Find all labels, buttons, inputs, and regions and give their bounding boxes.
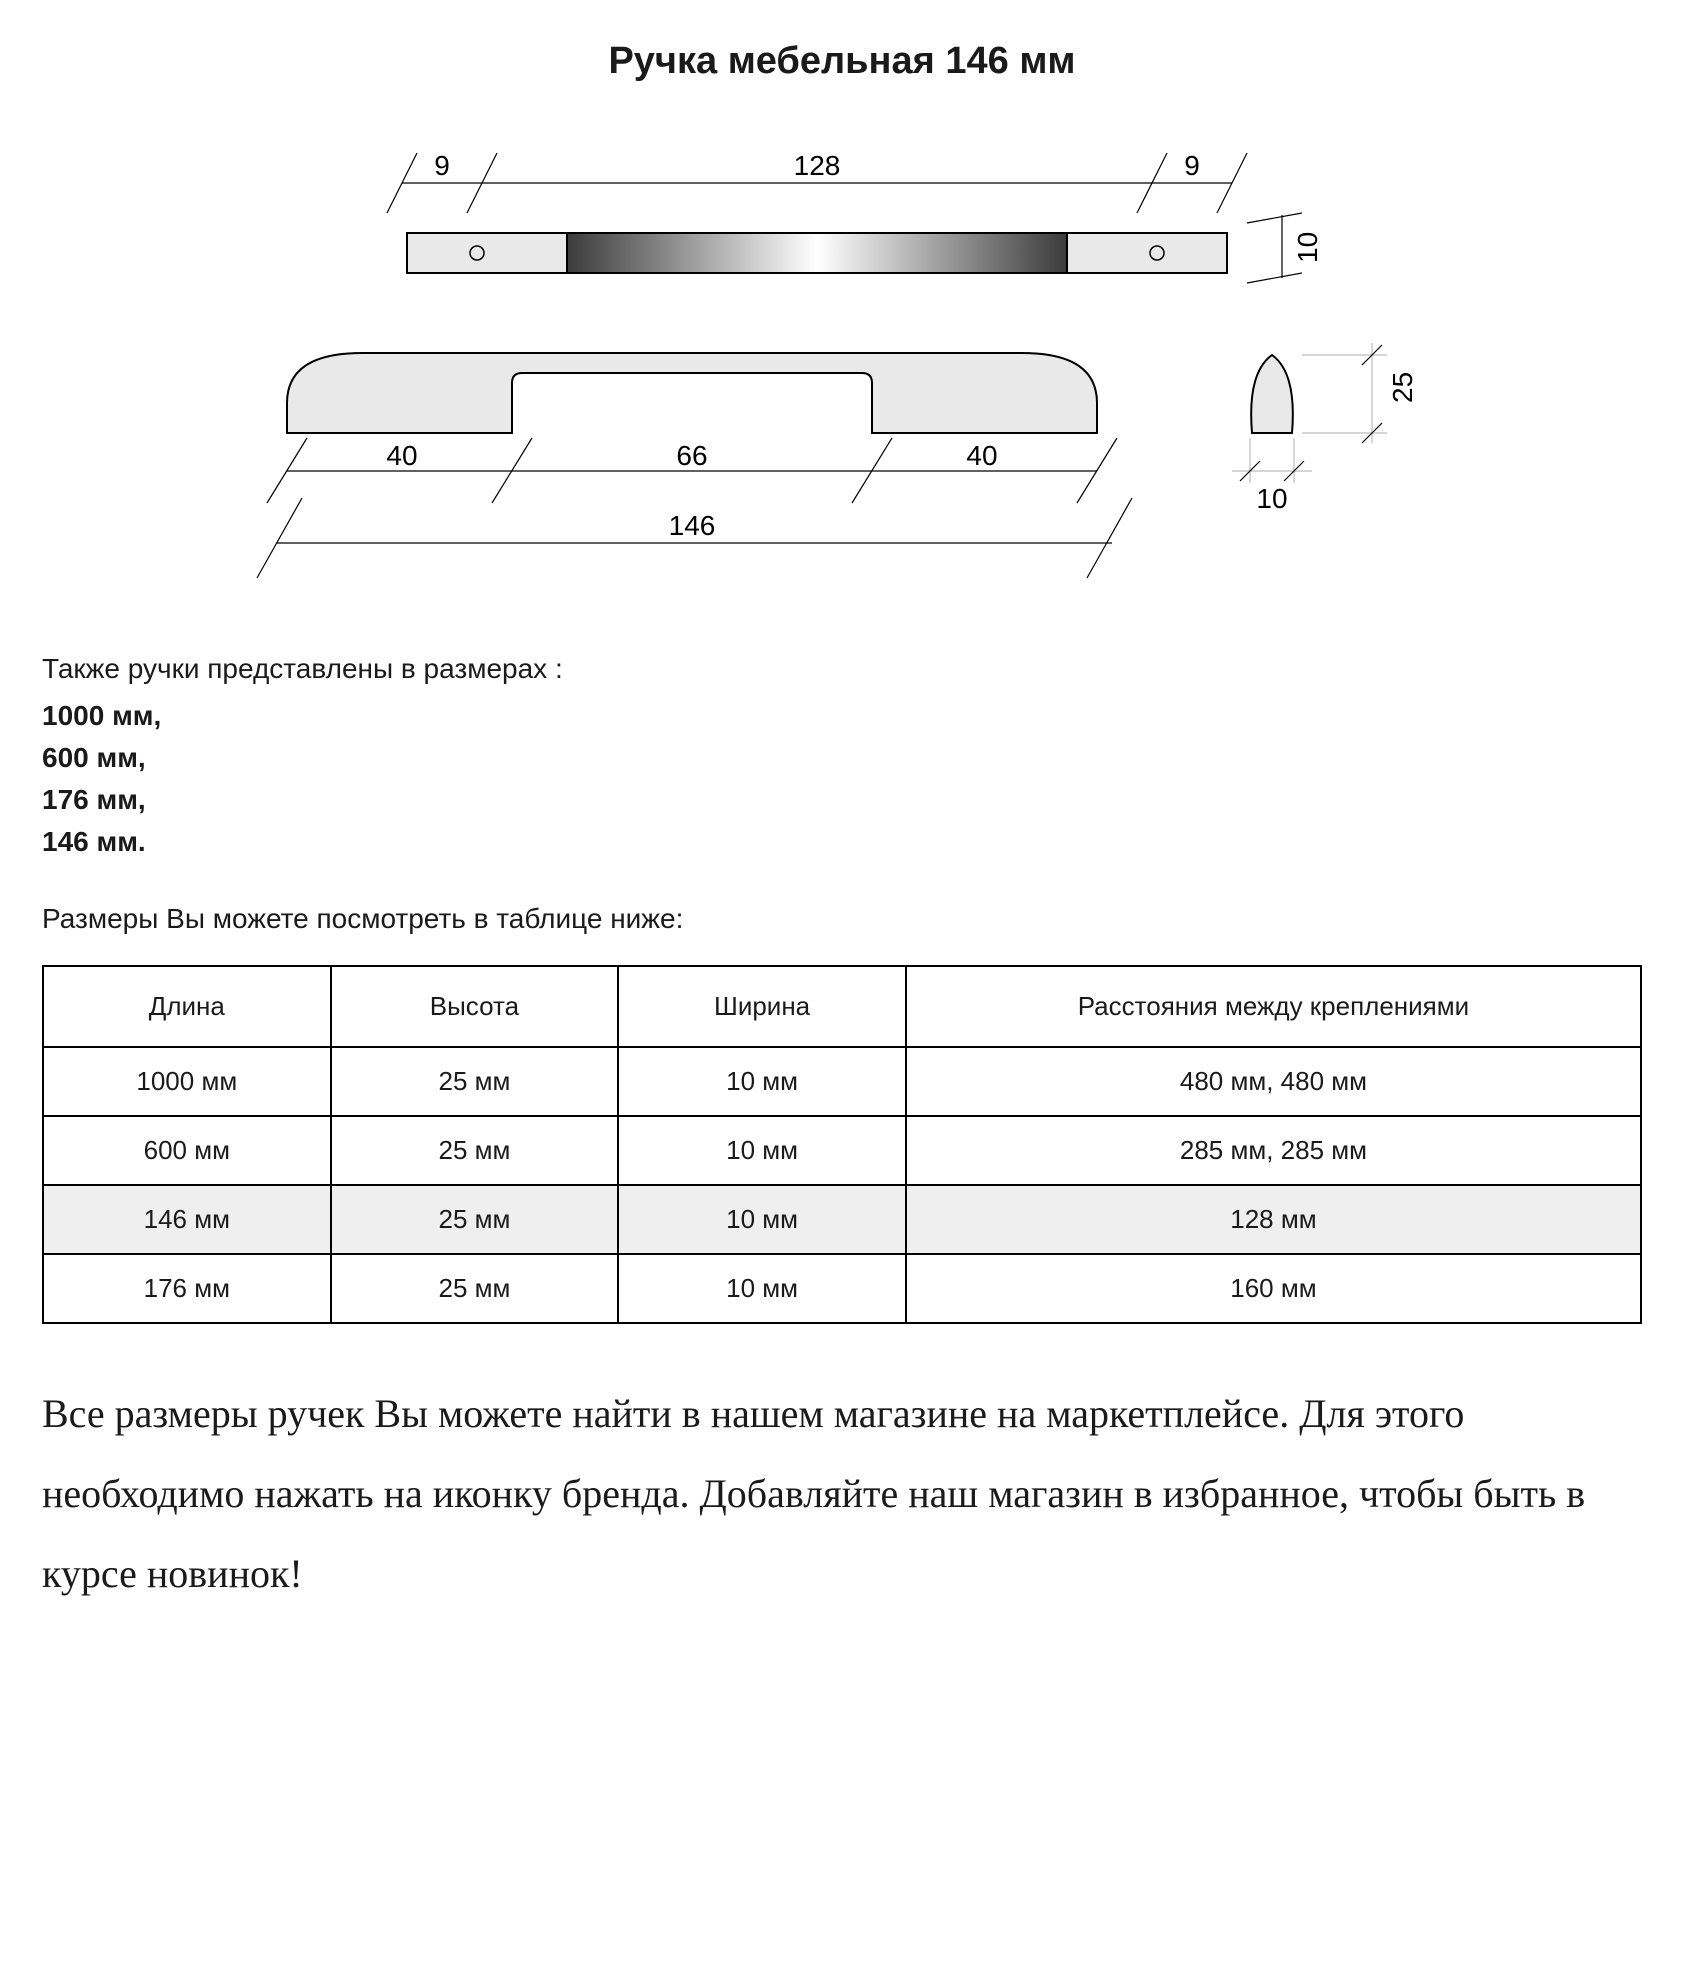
table-header-cell: Расстояния между креплениями — [906, 966, 1641, 1047]
dim-label: 25 — [1387, 372, 1418, 403]
table-row: 176 мм25 мм10 мм160 мм — [43, 1254, 1641, 1323]
table-header-cell: Ширина — [618, 966, 906, 1047]
front-side-drawing: 40 66 40 146 25 10 — [192, 343, 1492, 603]
table-cell: 10 мм — [618, 1047, 906, 1116]
sizes-intro-text: Также ручки представлены в размерах : — [42, 653, 1642, 685]
table-cell: 10 мм — [618, 1116, 906, 1185]
table-header-cell: Высота — [331, 966, 619, 1047]
table-row: 146 мм25 мм10 мм128 мм — [43, 1185, 1641, 1254]
table-cell: 25 мм — [331, 1254, 619, 1323]
dim-label: 40 — [966, 440, 997, 471]
dim-label: 66 — [676, 440, 707, 471]
top-view-drawing: 9 128 9 10 — [317, 143, 1367, 293]
table-cell: 160 мм — [906, 1254, 1641, 1323]
table-cell: 1000 мм — [43, 1047, 331, 1116]
footnote-text: Все размеры ручек Вы можете найти в наше… — [42, 1374, 1642, 1614]
size-list-item: 600 мм, — [42, 737, 1642, 779]
dim-label: 40 — [386, 440, 417, 471]
table-cell: 600 мм — [43, 1116, 331, 1185]
dim-label: 146 — [669, 510, 716, 541]
dim-label: 10 — [1256, 483, 1287, 514]
table-cell: 480 мм, 480 мм — [906, 1047, 1641, 1116]
sizes-list: 1000 мм,600 мм,176 мм,146 мм. — [42, 695, 1642, 863]
table-cell: 25 мм — [331, 1047, 619, 1116]
table-cell: 25 мм — [331, 1116, 619, 1185]
table-row: 1000 мм25 мм10 мм480 мм, 480 мм — [43, 1047, 1641, 1116]
sizes-table: ДлинаВысотаШиринаРасстояния между крепле… — [42, 965, 1642, 1324]
dim-label: 9 — [1184, 150, 1200, 181]
table-intro-text: Размеры Вы можете посмотреть в таблице н… — [42, 903, 1642, 935]
table-cell: 176 мм — [43, 1254, 331, 1323]
table-cell: 10 мм — [618, 1254, 906, 1323]
page-title: Ручка мебельная 146 мм — [42, 40, 1642, 83]
dim-label: 10 — [1292, 232, 1323, 263]
table-cell: 128 мм — [906, 1185, 1641, 1254]
table-cell: 10 мм — [618, 1185, 906, 1254]
technical-drawing: 9 128 9 10 40 66 40 146 — [42, 143, 1642, 603]
table-cell: 146 мм — [43, 1185, 331, 1254]
size-list-item: 146 мм. — [42, 821, 1642, 863]
table-row: 600 мм25 мм10 мм285 мм, 285 мм — [43, 1116, 1641, 1185]
table-cell: 25 мм — [331, 1185, 619, 1254]
table-header-cell: Длина — [43, 966, 331, 1047]
size-list-item: 1000 мм, — [42, 695, 1642, 737]
size-list-item: 176 мм, — [42, 779, 1642, 821]
dim-label: 9 — [434, 150, 450, 181]
table-cell: 285 мм, 285 мм — [906, 1116, 1641, 1185]
dim-label: 128 — [794, 150, 841, 181]
